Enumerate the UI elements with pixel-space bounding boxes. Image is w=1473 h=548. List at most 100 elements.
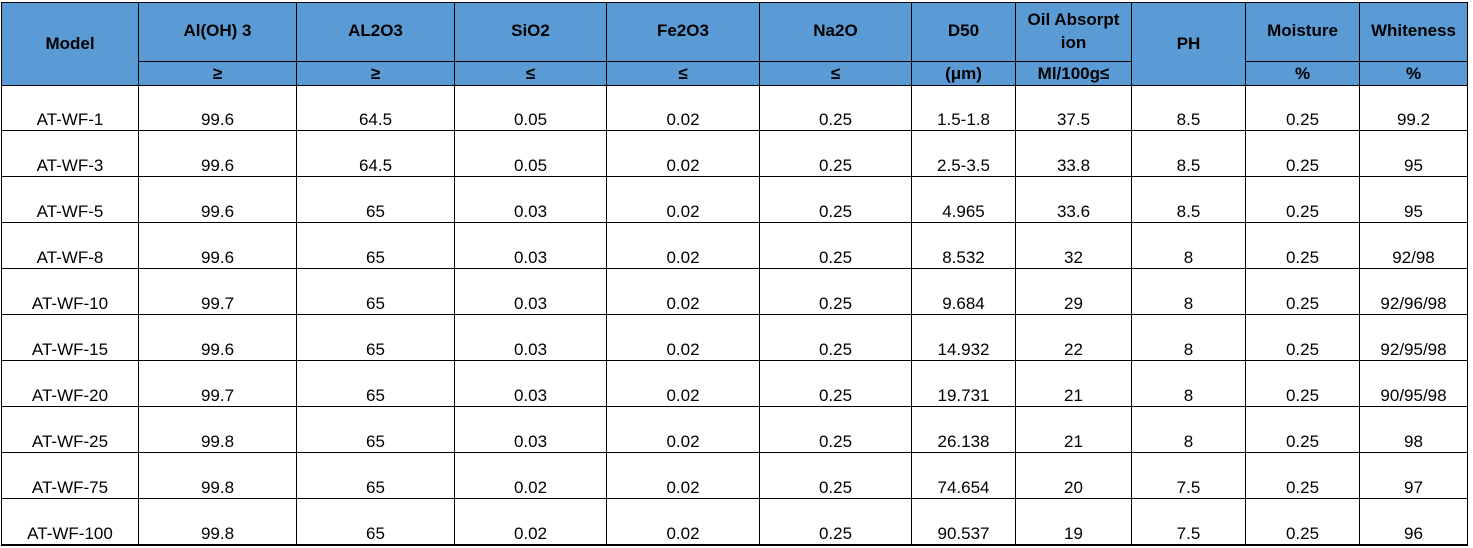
cell-sio2: 0.03: [454, 360, 607, 407]
cell-ph: 8: [1131, 222, 1246, 269]
cell-aloh3: 99.6: [138, 176, 297, 223]
cell-sio2: 0.02: [454, 452, 607, 499]
cell-model: AT-WF-5: [1, 176, 139, 223]
col-header-sio2: SiO2: [454, 2, 607, 62]
cell-moisture: 0.25: [1245, 85, 1360, 131]
cell-aloh3: 99.8: [138, 498, 297, 546]
cell-na2o: 0.25: [759, 498, 912, 546]
table-row: AT-WF-10 99.7 65 0.03 0.02 0.25 9.684 29 8 0.25 92…: [1, 268, 1468, 315]
cell-oil-absorption: 33.6: [1015, 176, 1132, 223]
cell-whiteness: 97: [1359, 452, 1468, 499]
cell-na2o: 0.25: [759, 85, 912, 131]
cell-d50: 19.731: [911, 360, 1016, 407]
header-row-units: ≥ ≥ ≤ ≤ ≤ (μm) Ml/100g≤ % %: [2, 61, 1468, 86]
cell-whiteness: 95: [1359, 176, 1468, 223]
cell-ph: 8.5: [1131, 176, 1246, 223]
cell-model: AT-WF-3: [1, 130, 139, 177]
cell-oil-absorption: 21: [1015, 360, 1132, 407]
cell-al2o3: 65: [296, 360, 455, 407]
cell-ph: 8: [1131, 406, 1246, 453]
cell-whiteness: 98: [1359, 406, 1468, 453]
table-row: AT-WF-100 99.8 65 0.02 0.02 0.25 90.537 19 7.5 0.…: [1, 498, 1468, 546]
cell-fe2o3: 0.02: [606, 314, 760, 361]
cell-d50: 26.138: [911, 406, 1016, 453]
cell-d50: 4.965: [911, 176, 1016, 223]
cell-sio2: 0.02: [454, 498, 607, 546]
cell-model: AT-WF-75: [1, 452, 139, 499]
cell-whiteness: 95: [1359, 130, 1468, 177]
cell-al2o3: 65: [296, 268, 455, 315]
cell-ph: 8: [1131, 268, 1246, 315]
col-header-model: Model: [1, 2, 139, 86]
col-header-d50: D50: [911, 2, 1016, 62]
col-header-moisture: Moisture: [1245, 2, 1360, 62]
table-row: AT-WF-75 99.8 65 0.02 0.02 0.25 74.654 20 7.5 0.2…: [1, 452, 1468, 499]
cell-na2o: 0.25: [759, 314, 912, 361]
table-row: AT-WF-8 99.6 65 0.03 0.02 0.25 8.532 32 8 0.25 92/…: [1, 222, 1468, 269]
cell-fe2o3: 0.02: [606, 498, 760, 546]
cell-al2o3: 64.5: [296, 130, 455, 177]
cell-ph: 8: [1131, 314, 1246, 361]
cell-na2o: 0.25: [759, 360, 912, 407]
cell-oil-absorption: 33.8: [1015, 130, 1132, 177]
cell-aloh3: 99.6: [138, 85, 297, 131]
table-body: AT-WF-1 99.6 64.5 0.05 0.02 0.25 1.5-1.8 37.5 8.…: [1, 85, 1468, 546]
cell-na2o: 0.25: [759, 452, 912, 499]
cell-na2o: 0.25: [759, 130, 912, 177]
cell-model: AT-WF-20: [1, 360, 139, 407]
cell-moisture: 0.25: [1245, 268, 1360, 315]
unit-whiteness: %: [1359, 61, 1468, 86]
cell-moisture: 0.25: [1245, 360, 1360, 407]
unit-na2o: ≤: [759, 61, 912, 86]
cell-whiteness: 92/96/98: [1359, 268, 1468, 315]
col-header-ph: PH: [1131, 2, 1246, 86]
cell-d50: 90.537: [911, 498, 1016, 546]
cell-fe2o3: 0.02: [606, 130, 760, 177]
cell-ph: 8.5: [1131, 130, 1246, 177]
cell-moisture: 0.25: [1245, 176, 1360, 223]
col-header-oil-absorption: Oil Absorpt ion: [1015, 2, 1132, 62]
unit-moisture: %: [1245, 61, 1360, 86]
cell-al2o3: 65: [296, 222, 455, 269]
cell-oil-absorption: 32: [1015, 222, 1132, 269]
cell-sio2: 0.03: [454, 176, 607, 223]
cell-al2o3: 65: [296, 176, 455, 223]
cell-ph: 7.5: [1131, 498, 1246, 546]
cell-fe2o3: 0.02: [606, 222, 760, 269]
cell-moisture: 0.25: [1245, 222, 1360, 269]
cell-oil-absorption: 29: [1015, 268, 1132, 315]
cell-moisture: 0.25: [1245, 314, 1360, 361]
cell-aloh3: 99.6: [138, 130, 297, 177]
cell-sio2: 0.03: [454, 314, 607, 361]
table-row: AT-WF-25 99.8 65 0.03 0.02 0.25 26.138 21 8 0.25 9…: [1, 406, 1468, 453]
cell-aloh3: 99.6: [138, 222, 297, 269]
table-row: AT-WF-15 99.6 65 0.03 0.02 0.25 14.932 22 8 0.25 9…: [1, 314, 1468, 361]
cell-aloh3: 99.7: [138, 360, 297, 407]
table-row: AT-WF-20 99.7 65 0.03 0.02 0.25 19.731 21 8 0.25 9…: [1, 360, 1468, 407]
cell-oil-absorption: 19: [1015, 498, 1132, 546]
cell-al2o3: 65: [296, 406, 455, 453]
col-header-whiteness: Whiteness: [1359, 2, 1468, 62]
header-row-labels: Model Al(OH) 3 AL2O3 SiO2 Fe2O3 Na2O D50…: [1, 2, 1468, 86]
unit-sio2: ≤: [454, 61, 607, 86]
table-row: AT-WF-3 99.6 64.5 0.05 0.02 0.25 2.5-3.5 33.8 8.…: [1, 130, 1468, 177]
cell-sio2: 0.05: [454, 130, 607, 177]
cell-oil-absorption: 20: [1015, 452, 1132, 499]
cell-d50: 2.5-3.5: [911, 130, 1016, 177]
cell-d50: 1.5-1.8: [911, 85, 1016, 131]
cell-ph: 8.5: [1131, 85, 1246, 131]
cell-al2o3: 65: [296, 452, 455, 499]
cell-ph: 7.5: [1131, 452, 1246, 499]
unit-al2o3: ≥: [296, 61, 455, 86]
cell-model: AT-WF-15: [1, 314, 139, 361]
cell-d50: 9.684: [911, 268, 1016, 315]
cell-na2o: 0.25: [759, 222, 912, 269]
cell-moisture: 0.25: [1245, 130, 1360, 177]
cell-model: AT-WF-1: [1, 85, 139, 131]
cell-na2o: 0.25: [759, 406, 912, 453]
cell-fe2o3: 0.02: [606, 452, 760, 499]
cell-al2o3: 65: [296, 314, 455, 361]
cell-whiteness: 96: [1359, 498, 1468, 546]
cell-model: AT-WF-8: [1, 222, 139, 269]
